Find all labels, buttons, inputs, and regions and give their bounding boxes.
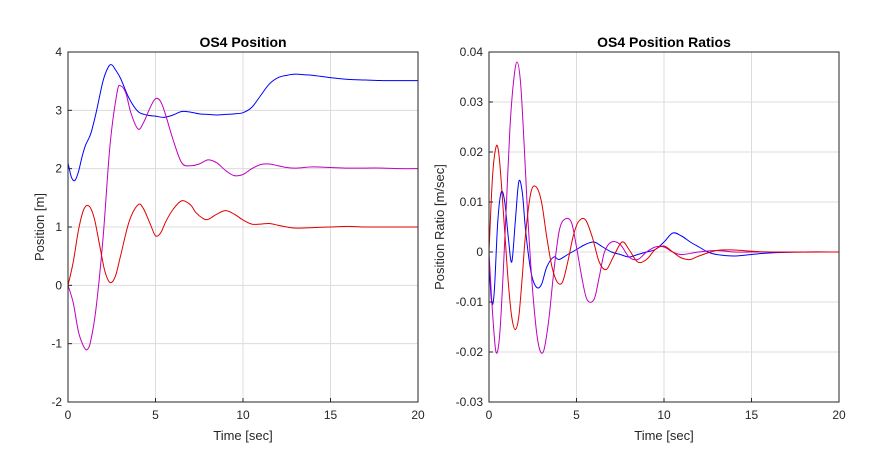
left-chart-xtick-label: 15 — [324, 408, 338, 422]
left-chart: OS4 Position 0 5 10 15 20 -2 -1 0 1 2 3 4 Time [sec… — [32, 34, 425, 443]
left-chart-ytick-label: 4 — [55, 45, 62, 59]
left-chart-title: OS4 Position — [199, 34, 286, 50]
right-chart-ytick-label: -0.01 — [456, 295, 484, 309]
right-chart-ytick-label: -0.03 — [456, 395, 484, 409]
left-chart-ticks: 0 5 10 15 20 -2 -1 0 1 2 3 4 — [51, 45, 425, 422]
left-chart-xtick-label: 5 — [152, 408, 159, 422]
right-chart-ytick-label: -0.02 — [456, 345, 484, 359]
left-chart-ylabel: Position [m] — [32, 193, 47, 261]
right-chart-series — [488, 61, 840, 354]
right-chart-ytick-label: 0.02 — [460, 145, 484, 159]
left-chart-xtick-label: 0 — [65, 408, 72, 422]
left-chart-ytick-label: 1 — [55, 220, 62, 234]
right-chart-ytick-label: 0 — [476, 245, 483, 259]
right-chart-series-line-3 — [488, 144, 840, 331]
right-chart-grid — [489, 52, 839, 402]
left-chart-ytick-label: 3 — [55, 103, 62, 117]
right-chart: OS4 Position Ratios 0 5 10 15 20 -0.03 -0.02 -0… — [432, 34, 846, 443]
left-chart-series-line-2 — [67, 84, 419, 351]
right-chart-xtick-label: 20 — [832, 408, 846, 422]
left-chart-xtick-label: 20 — [411, 408, 425, 422]
left-chart-xtick-label: 10 — [236, 408, 250, 422]
right-chart-ytick-label: 0.01 — [460, 195, 484, 209]
right-chart-xtick-label: 5 — [573, 408, 580, 422]
left-chart-series-line-3 — [67, 200, 418, 286]
right-chart-series-line-1 — [488, 179, 840, 306]
left-chart-ytick-label: 0 — [55, 278, 62, 292]
left-chart-ytick-label: -1 — [51, 337, 62, 351]
right-chart-xtick-label: 10 — [657, 408, 671, 422]
left-chart-ytick-label: 2 — [55, 162, 62, 176]
right-chart-ylabel: Position Ratio [m/sec] — [432, 164, 447, 290]
right-chart-xtick-label: 15 — [745, 408, 759, 422]
right-chart-xlabel: Time [sec] — [634, 428, 693, 443]
left-chart-ytick-label: -2 — [51, 395, 62, 409]
left-chart-series — [67, 64, 419, 351]
right-chart-title: OS4 Position Ratios — [597, 34, 731, 50]
left-chart-xlabel: Time [sec] — [213, 428, 272, 443]
right-chart-ytick-label: 0.04 — [460, 45, 484, 59]
left-chart-series-line-1 — [67, 64, 418, 182]
right-chart-xtick-label: 0 — [486, 408, 493, 422]
right-chart-ticks: 0 5 10 15 20 -0.03 -0.02 -0.01 0 0.01 0.02 0.03 0.04 — [456, 45, 846, 422]
right-chart-ytick-label: 0.03 — [460, 95, 484, 109]
